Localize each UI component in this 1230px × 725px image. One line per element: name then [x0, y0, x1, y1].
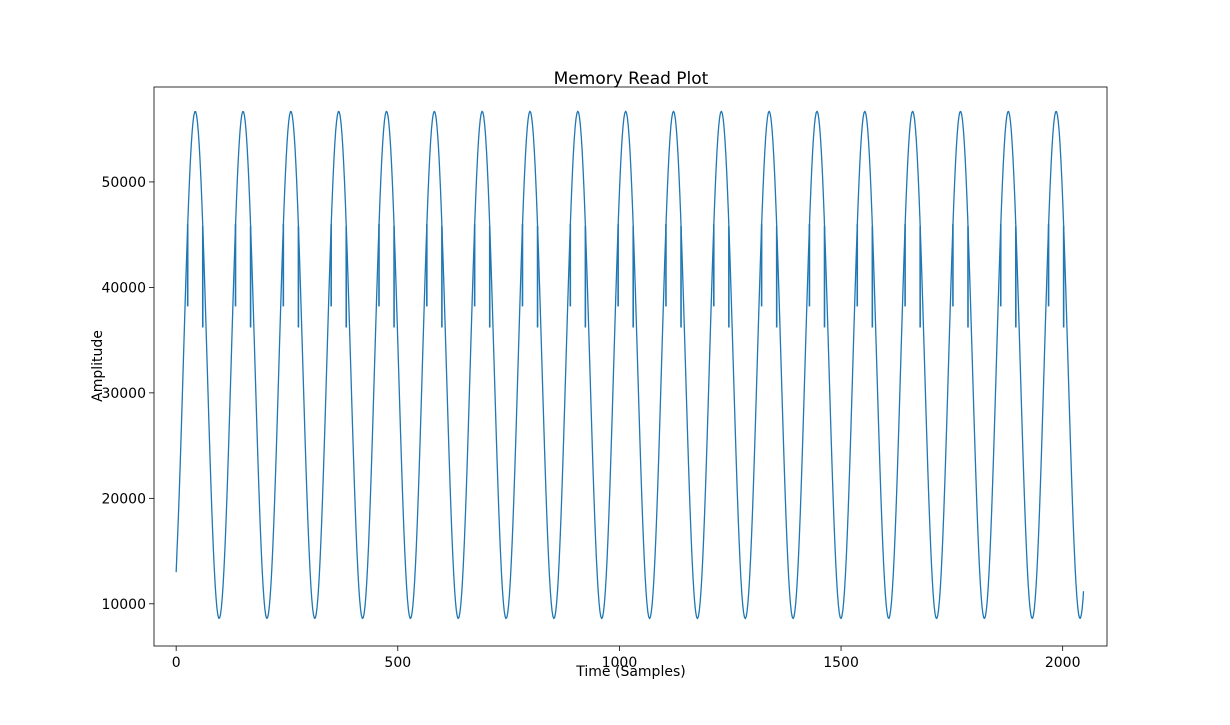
y-axis-label: Amplitude: [90, 330, 106, 402]
x-axis-label: Time (Samples): [575, 664, 685, 680]
x-tick-label: 2000: [1045, 655, 1081, 671]
x-axis: 0 500 1000 1500 2000: [172, 646, 1081, 671]
y-tick-label: 30000: [101, 386, 146, 402]
y-tick-label: 10000: [101, 597, 146, 613]
chart-title: Memory Read Plot: [554, 69, 709, 89]
x-tick-label: 1000: [602, 655, 638, 671]
x-tick-label: 500: [384, 655, 411, 671]
y-tick-label: 20000: [101, 491, 146, 507]
y-axis: 10000 20000 30000 40000 50000: [101, 175, 154, 613]
y-tick-label: 50000: [101, 175, 146, 191]
series-line: [175, 110, 1085, 620]
y-tick-label: 40000: [101, 280, 146, 296]
x-tick-label: 0: [172, 655, 181, 671]
plot-frame: [153, 86, 1108, 647]
x-tick-label: 1500: [823, 655, 859, 671]
plot-area: [175, 110, 1085, 620]
